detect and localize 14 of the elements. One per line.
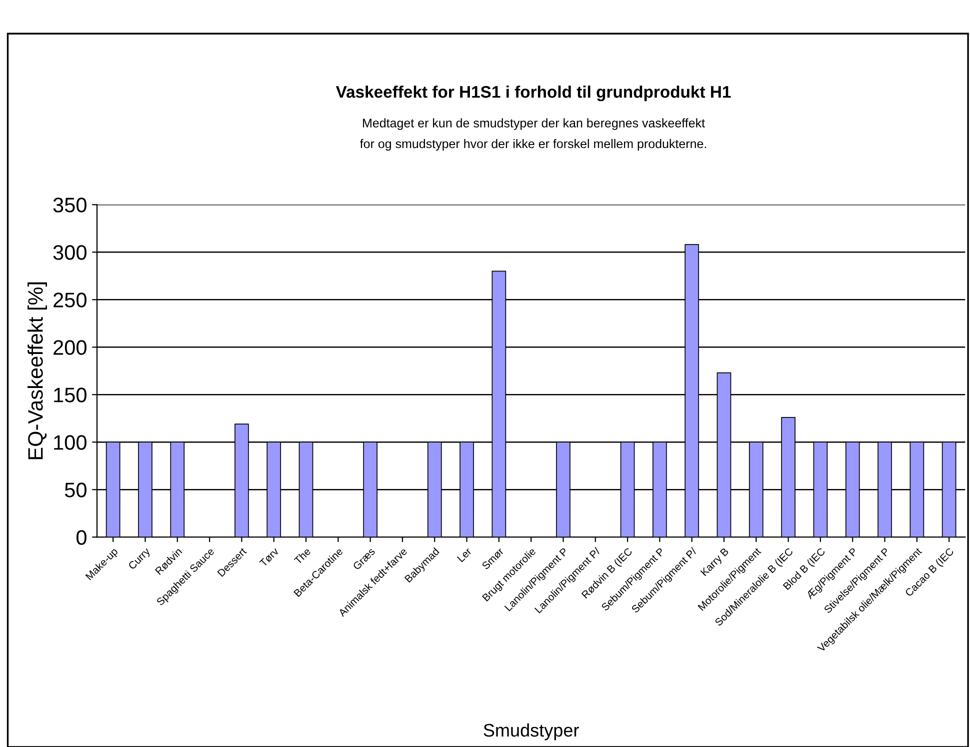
- x-axis-title: Smudstyper: [484, 723, 579, 740]
- x-tick-label: Tørv: [259, 547, 280, 568]
- y-axis-title: EQ-Vaskeeffekt [%]: [28, 282, 47, 460]
- y-tick-label: 300: [53, 245, 86, 260]
- y-tick-label: 350: [53, 198, 86, 212]
- chart-title: Vaskeeffekt for H1S1 i forhold til grundprodukt H1: [336, 86, 731, 102]
- y-tick-label: 250: [54, 292, 86, 308]
- y-tick-label: 200: [54, 340, 86, 355]
- y-tick-label: 100: [54, 435, 86, 450]
- x-tick-label: Ler: [457, 547, 472, 562]
- chart-subtitle: Medtaget er kun de smudstyper der kan beregnes vaskeeffekt for og smudstyper hvor der ikke er forskel mellem produkterne.: [360, 118, 706, 151]
- y-tick-label: 150: [54, 388, 86, 402]
- y-tick-label: 50: [64, 482, 86, 498]
- y-tick-label: 0: [76, 530, 86, 545]
